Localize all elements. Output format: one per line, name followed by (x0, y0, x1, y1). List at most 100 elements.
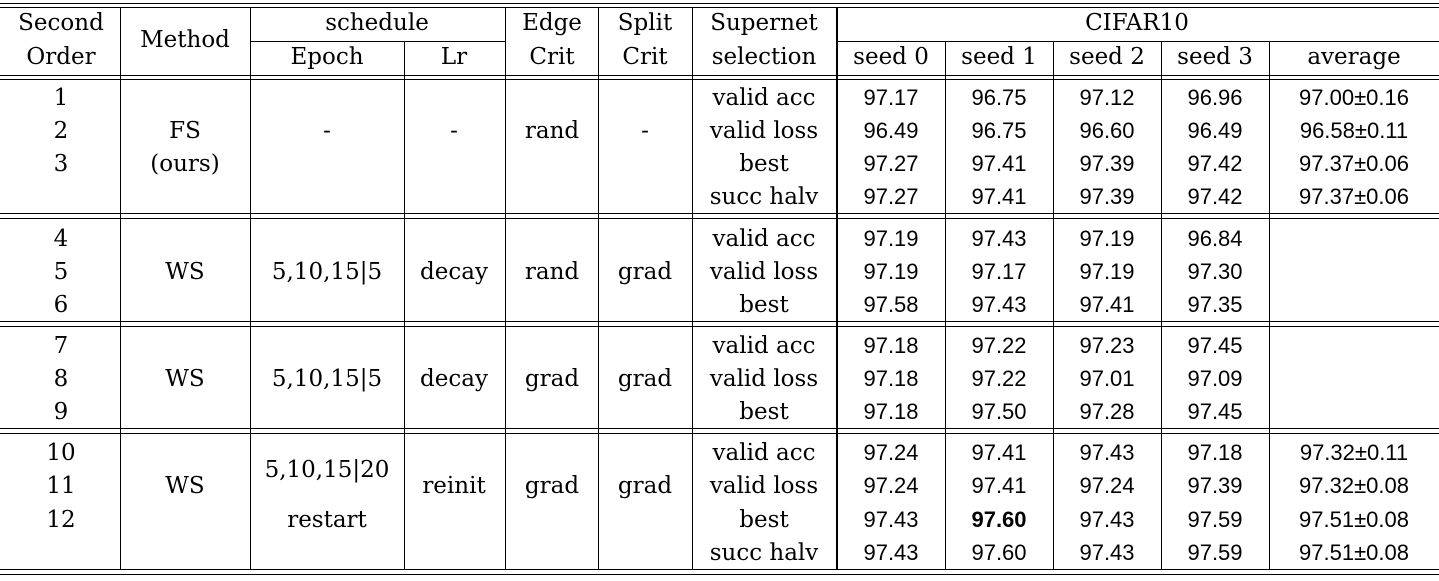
seed-value: 97.59 (1187, 507, 1243, 532)
average-value: 97.00±0.16 (1299, 85, 1409, 110)
col-rule (404, 41, 405, 569)
average-value: 96.58±0.11 (1299, 118, 1409, 143)
group-rule-2b (0, 326, 1439, 327)
group-split-crit: grad (617, 366, 673, 392)
top-rule-2 (0, 7, 1439, 8)
group-edge-crit: grad (524, 473, 580, 499)
row-selection: valid acc (712, 85, 816, 111)
seed-value: 97.09 (1187, 366, 1243, 391)
seed-value: 97.42 (1187, 184, 1243, 209)
group-rule-1a (0, 213, 1439, 214)
header-edge: Edge (522, 10, 582, 36)
seed-value: 97.39 (1079, 184, 1135, 209)
header-supernet: Supernet (710, 10, 818, 36)
seed-value-best: 97.60 (971, 507, 1027, 532)
group-epoch: 5,10,15|5 (271, 366, 383, 392)
seed-value: 96.49 (1187, 118, 1243, 143)
header-epoch: Epoch (290, 44, 364, 70)
row-selection: best (739, 507, 789, 533)
average-value: 97.37±0.06 (1299, 151, 1409, 176)
row-order: 9 (53, 399, 69, 425)
header-second-order-2: Order (26, 44, 96, 70)
seed-value: 97.17 (971, 259, 1027, 284)
group-lr: decay (420, 259, 488, 285)
seed-value: 97.43 (971, 292, 1027, 317)
seed-value: 97.59 (1187, 540, 1243, 565)
cifar-underline (837, 41, 1439, 42)
seed-value: 97.35 (1187, 292, 1243, 317)
seed-value: 97.42 (1187, 151, 1243, 176)
average-value: 97.37±0.06 (1299, 184, 1409, 209)
group-method: WS (165, 366, 205, 392)
seed-value: 97.43 (1079, 440, 1135, 465)
group-edge-crit: rand (524, 118, 580, 144)
group-epoch: 5,10,15|5 (271, 259, 383, 285)
group-edge-crit: rand (524, 259, 580, 285)
seed-value: 97.27 (863, 184, 919, 209)
seed-value: 97.23 (1079, 333, 1135, 358)
row-selection: valid loss (709, 473, 819, 499)
seed-value: 97.19 (1079, 226, 1135, 251)
average-value: 97.32±0.11 (1299, 440, 1409, 465)
header-schedule: schedule (325, 10, 429, 36)
header-seed-2: seed 2 (1069, 44, 1145, 70)
header-seed-0: seed 0 (853, 44, 929, 70)
group-split-crit: grad (617, 473, 673, 499)
seed-value: 97.41 (1079, 292, 1135, 317)
col-rule (598, 7, 599, 569)
group-split-crit: - (641, 118, 649, 144)
seed-value: 97.58 (863, 292, 919, 317)
group-epoch: - (323, 118, 331, 144)
header-seed-3: seed 3 (1177, 44, 1253, 70)
seed-value: 96.49 (863, 118, 919, 143)
group-edge-crit: grad (524, 366, 580, 392)
group-lr: - (450, 118, 458, 144)
row-selection: valid acc (712, 226, 816, 252)
row-order: 5 (53, 259, 69, 285)
group-split-crit: grad (617, 259, 673, 285)
col-rule (505, 7, 506, 569)
row-selection: valid loss (709, 118, 819, 144)
seed-value: 97.43 (863, 507, 919, 532)
row-selection: succ halv (709, 540, 819, 566)
top-rule-1 (0, 3, 1439, 4)
col-rule (836, 7, 838, 569)
seed-value: 97.18 (1187, 440, 1243, 465)
group-lr: decay (420, 366, 488, 392)
row-order: 3 (53, 151, 69, 177)
header-split-crit: Crit (622, 44, 668, 70)
header-lr: Lr (440, 44, 468, 70)
row-selection: valid acc (712, 333, 816, 359)
seed-value: 97.43 (1079, 507, 1135, 532)
seed-value: 97.41 (971, 151, 1027, 176)
row-order: 11 (46, 473, 76, 499)
seed-value: 97.30 (1187, 259, 1243, 284)
seed-value: 97.43 (971, 226, 1027, 251)
group-rule-3b (0, 433, 1439, 434)
seed-value: 97.19 (863, 259, 919, 284)
seed-value: 97.41 (971, 184, 1027, 209)
header-rule-2 (0, 79, 1439, 80)
average-value: 97.51±0.08 (1299, 507, 1409, 532)
header-seed-1: seed 1 (961, 44, 1037, 70)
seed-value: 97.45 (1187, 333, 1243, 358)
group-rule-3a (0, 428, 1439, 429)
group-method: FS (169, 118, 201, 144)
col-rule (1161, 41, 1162, 569)
row-selection: best (739, 399, 789, 425)
header-method: Method (140, 27, 230, 53)
seed-value: 97.18 (863, 333, 919, 358)
seed-value: 97.18 (863, 399, 919, 424)
seed-value: 97.12 (1079, 85, 1135, 110)
col-rule (1053, 41, 1054, 569)
seed-value: 97.01 (1079, 366, 1135, 391)
seed-value: 97.24 (863, 440, 919, 465)
seed-value: 97.27 (863, 151, 919, 176)
average-value: 97.32±0.08 (1299, 473, 1409, 498)
group-lr: reinit (422, 473, 486, 499)
row-order: 4 (53, 226, 69, 252)
row-selection: valid acc (712, 440, 816, 466)
group-epoch: 5,10,15|20 (264, 457, 390, 483)
seed-value: 97.24 (1079, 473, 1135, 498)
seed-value: 97.39 (1079, 151, 1135, 176)
